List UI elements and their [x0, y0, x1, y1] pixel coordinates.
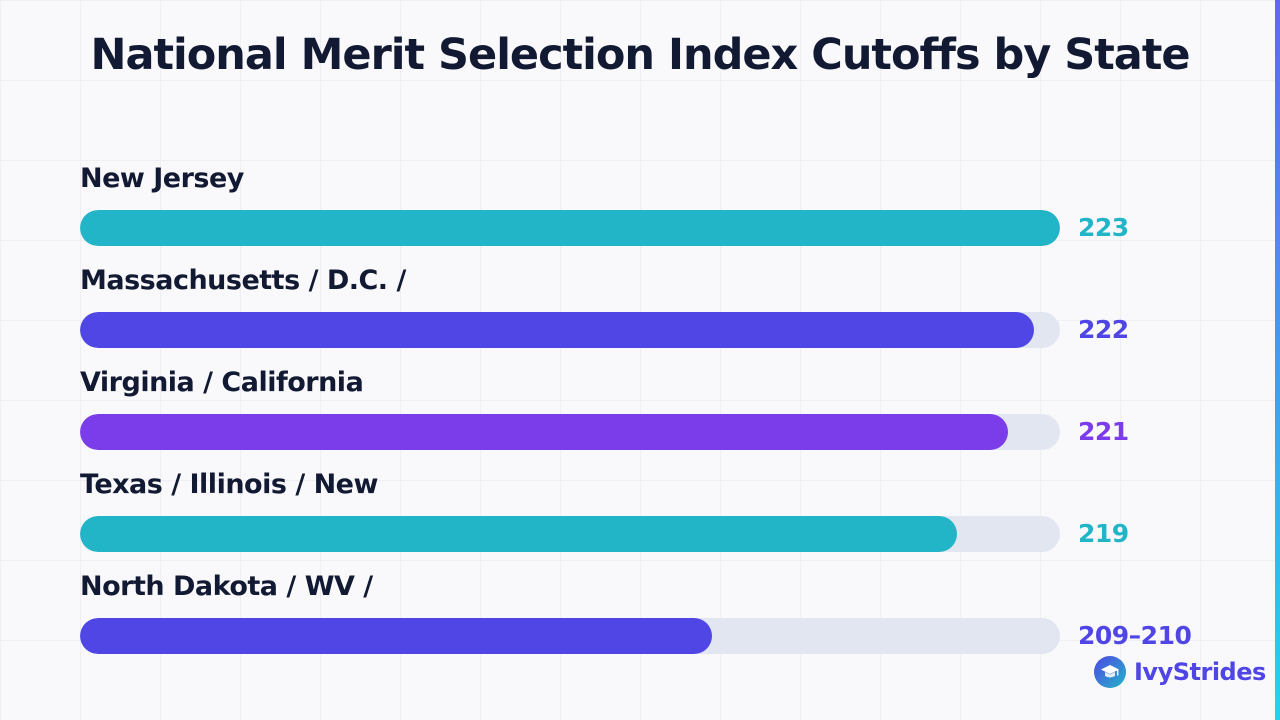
graduation-cap-icon — [1094, 656, 1126, 688]
bar-value-label: 209–210 — [1078, 621, 1192, 650]
bar-value-label: 219 — [1078, 519, 1129, 548]
accent-edge — [1275, 0, 1280, 720]
bar-track — [80, 516, 1060, 552]
bar — [80, 618, 712, 654]
bar-value-label: 221 — [1078, 417, 1129, 446]
bar-label: Massachusetts / D.C. / — [80, 265, 406, 296]
bar-label: Texas / Illinois / New — [80, 469, 378, 500]
bar-label: Virginia / California — [80, 367, 364, 398]
brand-logo: IvyStrides — [1094, 655, 1266, 689]
bar-track — [80, 618, 1060, 654]
bar-value-label: 223 — [1078, 213, 1129, 242]
chart-title: National Merit Selection Index Cutoffs b… — [90, 30, 1190, 80]
bar-chart: New Jersey 223 Massachusetts / D.C. / 222 Vi… — [80, 0, 1230, 720]
bar — [80, 312, 1034, 348]
bar-track — [80, 414, 1060, 450]
brand-name: IvyStrides — [1134, 658, 1266, 686]
bar-label: North Dakota / WV / — [80, 571, 373, 602]
bar — [80, 210, 1060, 246]
bar-value-label: 222 — [1078, 315, 1129, 344]
bar-track — [80, 312, 1060, 348]
bar — [80, 414, 1008, 450]
bar-track — [80, 210, 1060, 246]
bar — [80, 516, 957, 552]
bar-label: New Jersey — [80, 163, 244, 194]
